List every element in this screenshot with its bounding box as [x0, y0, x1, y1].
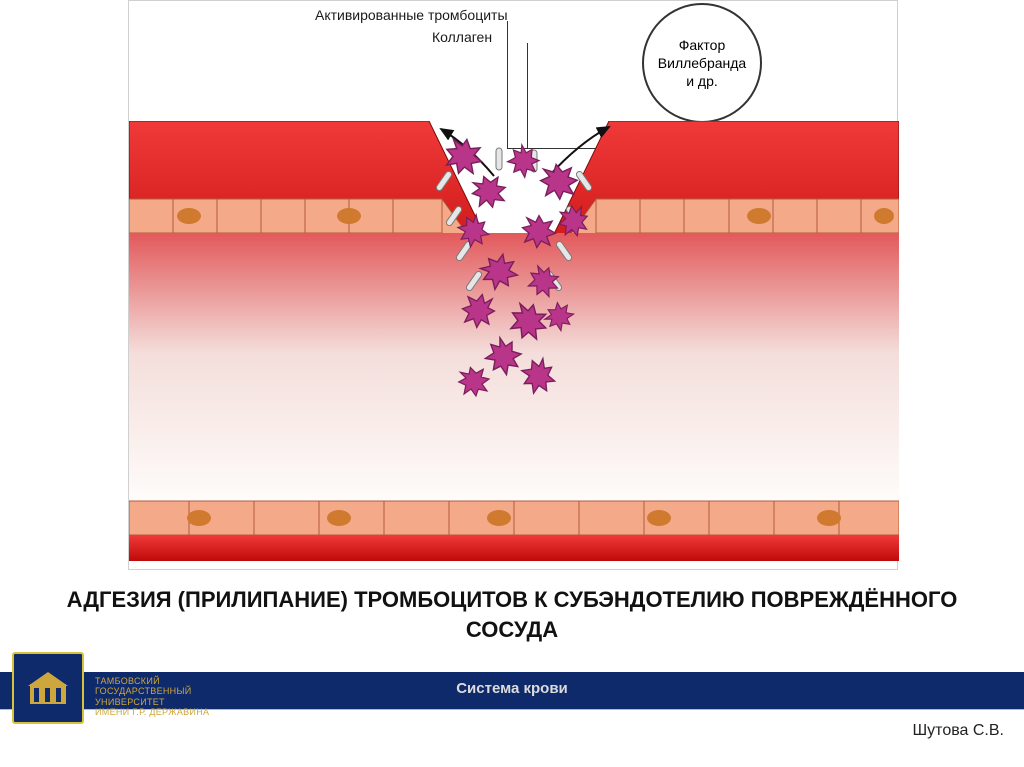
- vessel-diagram: [129, 121, 899, 561]
- slide-title: АДГЕЗИЯ (ПРИЛИПАНИЕ) ТРОМБОЦИТОВ К СУБЭН…: [0, 585, 1024, 644]
- footer-author: Шутова С.В.: [913, 722, 1005, 740]
- footer-white: [0, 710, 1024, 767]
- footer-topic: Система крови: [0, 680, 1024, 697]
- diagram-container: Активированные тромбоциты Коллаген Факто…: [128, 0, 898, 570]
- slide: Активированные тромбоциты Коллаген Факто…: [0, 0, 1024, 767]
- callout-vwf-text: Фактор Виллебранда и др.: [658, 36, 746, 91]
- labels-group: Активированные тромбоциты Коллаген Факто…: [257, 1, 1024, 121]
- footer: ТАМБОВСКИЙ ГОСУДАРСТВЕННЫЙ УНИВЕРСИТЕТ И…: [0, 672, 1024, 767]
- label-collagen: Коллаген: [432, 29, 492, 46]
- callout-vwf: Фактор Виллебранда и др.: [642, 3, 762, 123]
- label-activated-platelets: Активированные тромбоциты: [315, 7, 508, 24]
- wall-bottom: [129, 535, 899, 561]
- endothelium-bottom: [129, 501, 899, 535]
